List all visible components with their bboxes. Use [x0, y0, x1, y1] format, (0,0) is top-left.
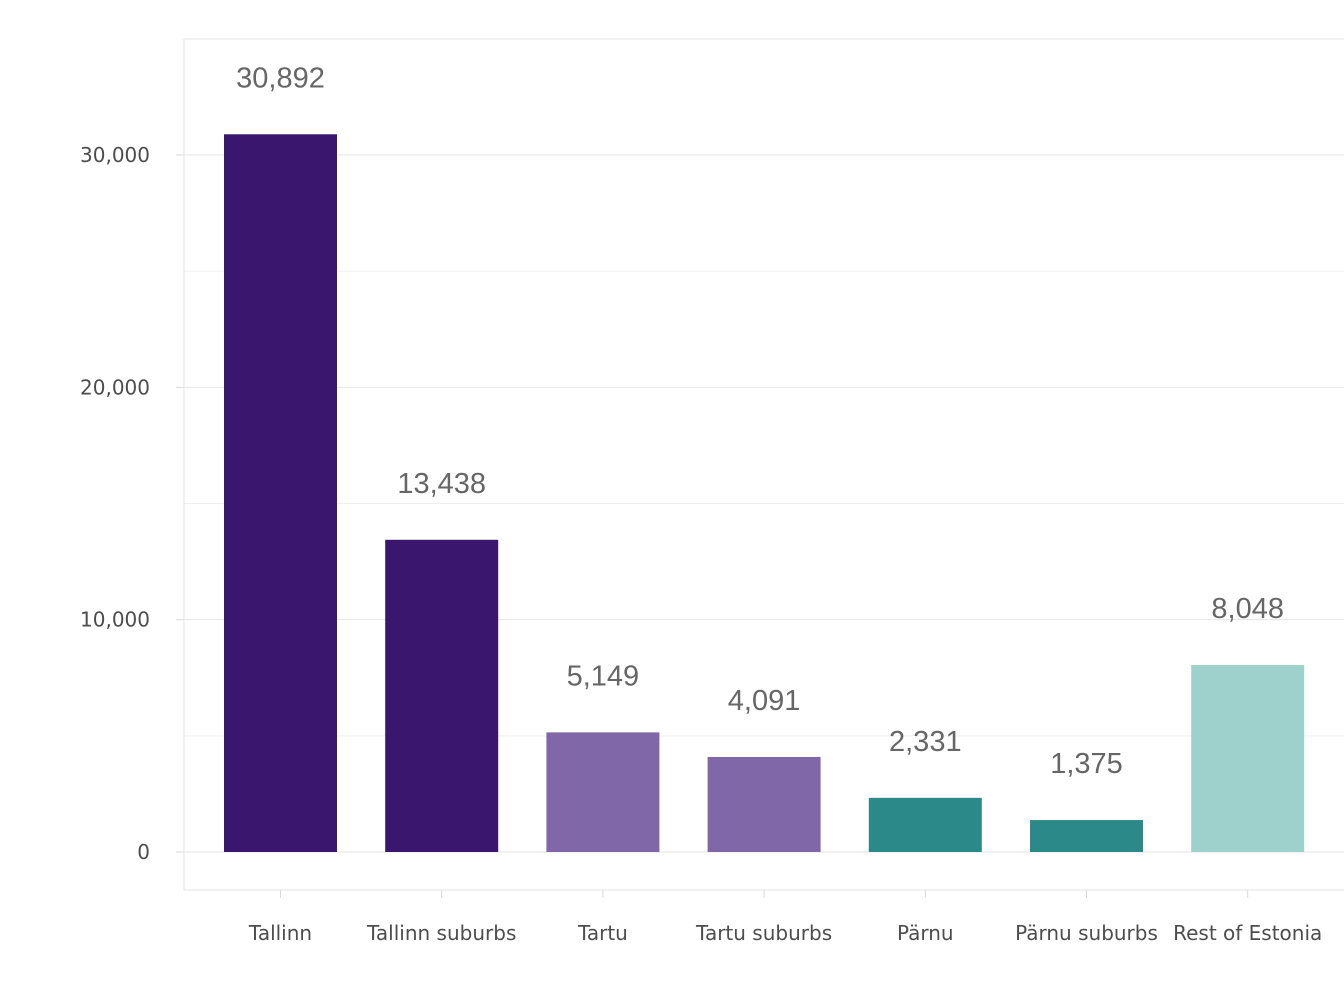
y-tick-label: 10,000 — [80, 608, 150, 632]
x-tick-label: Rest of Estonia — [1173, 921, 1322, 945]
x-tick-label: Tallinn suburbs — [366, 921, 516, 945]
bar-2 — [546, 732, 660, 852]
bar-6 — [1191, 665, 1305, 852]
bar-1 — [385, 539, 499, 852]
x-tick-label: Tallinn — [248, 921, 312, 945]
bar-3 — [707, 756, 821, 852]
data-label: 30,892 — [236, 62, 325, 94]
bar-4 — [868, 797, 982, 852]
data-label: 13,438 — [397, 468, 486, 500]
x-tick-label: Tartu suburbs — [695, 921, 832, 945]
x-tick-label: Tartu — [577, 921, 628, 945]
y-tick-label: 20,000 — [80, 375, 150, 399]
bars — [224, 134, 1305, 852]
data-label: 4,091 — [728, 685, 801, 717]
bar-5 — [1030, 820, 1143, 852]
y-tick-label: 30,000 — [80, 143, 150, 167]
gridlines — [176, 154, 1344, 853]
y-tick-label: 0 — [137, 840, 150, 864]
x-axis-tick-labels: Tallinn Tallinn suburbs Tartu Tartu suburbs… — [248, 921, 1322, 945]
x-tick-label: Pärnu suburbs — [1015, 921, 1158, 945]
x-tick-label: Pärnu — [897, 921, 954, 945]
data-label: 2,331 — [889, 726, 962, 758]
data-label: 1,375 — [1050, 748, 1123, 780]
data-label: 8,048 — [1211, 593, 1284, 625]
bar-0 — [224, 134, 337, 852]
data-labels: 30,892 13,438 5,149 4,091 2,331 1,375 8,048 — [236, 62, 1284, 780]
data-label: 5,149 — [567, 660, 640, 692]
plot-frame — [183, 38, 1344, 898]
y-axis-tick-labels: 0 10,000 20,000 30,000 — [80, 143, 150, 864]
